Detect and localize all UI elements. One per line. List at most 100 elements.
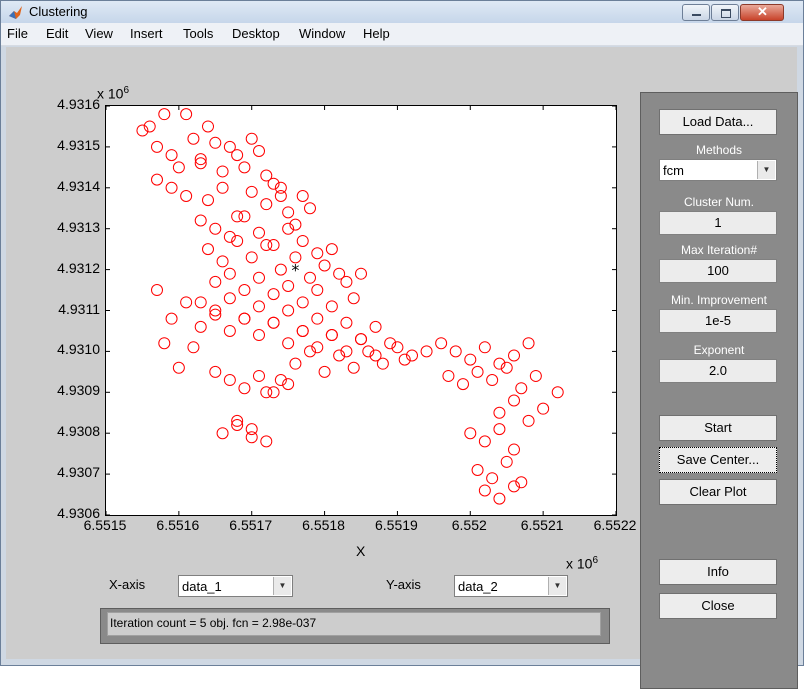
maximize-button[interactable]	[711, 4, 739, 21]
scatter-point	[194, 296, 207, 309]
scatter-point	[325, 243, 338, 256]
close-window-button[interactable]: ✕	[740, 4, 784, 21]
save-center-button[interactable]: Save Center...	[659, 447, 777, 473]
scatter-point	[311, 247, 324, 260]
scatter-point	[304, 345, 316, 358]
scatter-point	[216, 165, 229, 178]
start-button[interactable]: Start	[659, 415, 777, 441]
scatter-point	[457, 378, 469, 391]
scatter-point	[289, 251, 302, 264]
scatter-point	[435, 337, 448, 350]
max-iteration-field[interactable]: 100	[659, 259, 777, 283]
scatter-point	[253, 226, 265, 239]
cluster-num-field[interactable]: 1	[659, 211, 777, 235]
y-tick-label: 4.9315	[57, 136, 100, 153]
menu-tools[interactable]: Tools	[183, 26, 214, 41]
scatter-point	[274, 263, 287, 276]
scatter-point	[209, 308, 222, 321]
scatter-point	[194, 153, 207, 166]
scatter-point	[515, 476, 528, 489]
scatter-point	[333, 267, 346, 280]
scatter-point	[209, 304, 222, 317]
load-data-button[interactable]: Load Data...	[659, 109, 777, 135]
exponent-field[interactable]: 2.0	[659, 359, 777, 383]
y-tick-label: 4.9306	[57, 505, 100, 521]
menu-help[interactable]: Help	[363, 26, 390, 41]
scatter-point	[296, 296, 309, 309]
menu-view[interactable]: View	[85, 26, 113, 41]
menu-edit[interactable]: Edit	[46, 26, 69, 41]
scatter-point	[172, 161, 185, 174]
scatter-point	[165, 149, 178, 162]
x-axis-select[interactable]: data_1 ▼	[178, 575, 293, 597]
y-tick-label: 4.9313	[57, 218, 100, 235]
scatter-point	[267, 288, 280, 301]
scatter-point	[311, 341, 324, 354]
min-improvement-label: Min. Improvement	[670, 293, 768, 307]
scatter-point	[486, 472, 499, 485]
scatter-point	[318, 365, 331, 378]
scatter-point	[347, 292, 360, 305]
methods-select[interactable]: fcm ▼	[659, 159, 777, 181]
scatter-point	[325, 329, 338, 342]
clear-plot-button[interactable]: Clear Plot	[659, 479, 777, 505]
y-tick-label: 4.9310	[57, 341, 100, 358]
scatter-point	[355, 333, 367, 346]
minimize-button[interactable]	[682, 4, 710, 21]
close-button[interactable]: Close	[659, 593, 777, 619]
chevron-down-icon: ▼	[273, 577, 291, 595]
scatter-point	[274, 374, 287, 387]
x-axis-select-value: data_1	[182, 579, 222, 594]
scatter-point	[223, 230, 236, 243]
menu-desktop[interactable]: Desktop	[232, 26, 280, 41]
scatter-point	[223, 140, 236, 153]
menu-bar: File Edit View Insert Tools Desktop Wind…	[1, 23, 803, 46]
scatter-point	[296, 234, 309, 247]
methods-select-value: fcm	[663, 163, 684, 178]
scatter-point	[508, 349, 520, 362]
scatter-point	[223, 267, 236, 280]
x-axis-label: X	[356, 543, 366, 559]
matlab-logo-icon	[9, 6, 22, 19]
scatter-point	[209, 275, 222, 288]
x-tick-label: 6.5522	[593, 517, 637, 533]
info-button[interactable]: Info	[659, 559, 777, 585]
x-tick-label: 6.552	[451, 517, 487, 533]
scatter-point	[223, 292, 236, 305]
scatter-point	[493, 406, 506, 419]
menu-insert[interactable]: Insert	[130, 26, 163, 41]
scatter-point	[325, 300, 338, 313]
status-panel: Iteration count = 5 obj. fcn = 2.98e-037	[100, 608, 610, 644]
scatter-point	[442, 369, 455, 382]
scatter-point	[311, 312, 324, 325]
scatter-point	[238, 161, 251, 174]
scatter-point	[202, 120, 214, 133]
y-axis-select[interactable]: data_2 ▼	[454, 575, 568, 597]
min-improvement-field[interactable]: 1e-5	[659, 309, 777, 333]
scatter-point	[151, 284, 163, 297]
scatter-plot[interactable]: *	[105, 105, 617, 516]
menu-file[interactable]: File	[7, 26, 28, 41]
scatter-point	[216, 181, 229, 194]
y-tick-label: 4.9309	[57, 382, 100, 399]
scatter-point	[508, 394, 520, 407]
scatter-point	[136, 124, 149, 137]
cluster-center-marker: *	[291, 261, 299, 280]
scatter-point	[551, 386, 564, 399]
scatter-point	[333, 349, 346, 362]
scatter-point	[340, 316, 353, 329]
title-bar[interactable]: Clustering ✕	[1, 1, 803, 23]
scatter-point	[202, 243, 214, 256]
menu-window[interactable]: Window	[299, 26, 346, 41]
scatter-point	[289, 357, 302, 370]
scatter-point	[231, 414, 244, 427]
scatter-point	[449, 345, 462, 358]
scatter-point	[537, 402, 550, 415]
scatter-point	[245, 251, 258, 264]
scatter-point	[311, 284, 324, 297]
scatter-point	[253, 271, 265, 284]
scatter-point	[231, 210, 244, 223]
scatter-point	[508, 443, 520, 456]
scatter-point	[143, 120, 156, 133]
y-tick-label: 4.9311	[58, 300, 100, 317]
